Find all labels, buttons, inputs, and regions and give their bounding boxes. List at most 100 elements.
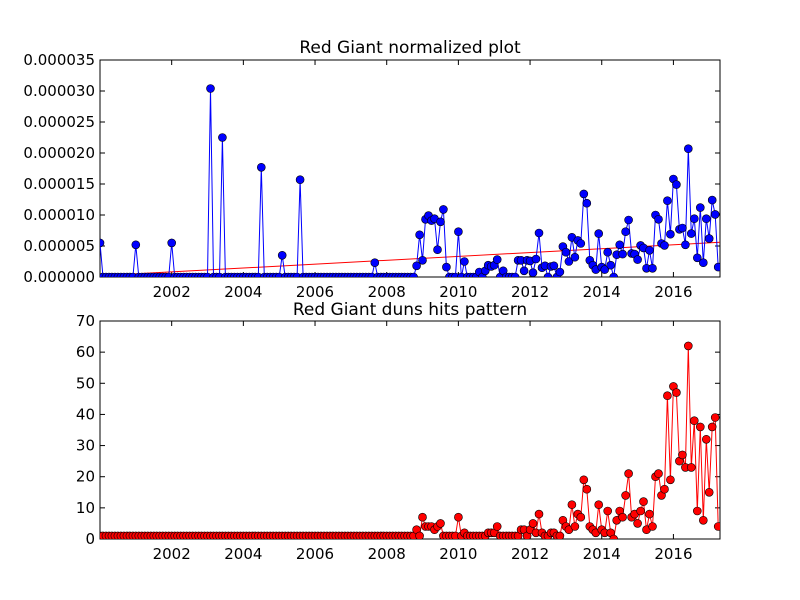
normalized-x-tick-label: 2002: [153, 283, 191, 301]
normalized-y-tick-label: 0.000015: [23, 175, 95, 193]
normalized-data-point: [666, 229, 675, 239]
normalized-data-point: [710, 210, 720, 219]
hits-data-point: [663, 391, 672, 401]
normalized-plot: Red Giant normalized plot 0.0000000.0000…: [23, 38, 721, 301]
normalized-data-point: [624, 215, 633, 225]
normalized-data-point: [218, 133, 227, 142]
hits-data-point: [570, 522, 580, 531]
normalized-data-point: [561, 247, 571, 257]
hits-data-point: [645, 509, 654, 519]
normalized-data-point: [663, 196, 672, 205]
hits-x-tick-label: 2008: [368, 545, 406, 563]
normalized-axes-frame: [99, 59, 721, 278]
normalized-data-point: [704, 234, 714, 243]
normalized-data-point: [492, 255, 502, 264]
hits-data-point: [654, 469, 663, 478]
normalized-data-point: [683, 144, 693, 153]
hits-data-point: [689, 416, 699, 426]
normalized-data-point: [510, 272, 520, 277]
hits-data-point: [528, 519, 538, 528]
hits-data-point: [695, 422, 705, 432]
hits-data-point: [418, 512, 427, 522]
normalized-data-point: [549, 261, 559, 271]
normalized-data-point: [606, 260, 616, 270]
normalized-data-point: [681, 240, 690, 250]
normalized-data-point: [555, 267, 565, 277]
normalized-data-point: [576, 239, 586, 248]
hits-series-line: [100, 345, 719, 539]
hits-data-point: [648, 522, 657, 531]
hits-pattern-plot-area: 0 10 20 30 40 50 60 70 2002 2004 2006 2008 2010 2012 2…: [76, 312, 721, 563]
normalized-data-point: [615, 240, 625, 250]
normalized-data-point: [689, 214, 699, 223]
normalized-data-point: [695, 203, 705, 212]
hits-y-tick-label: 10: [76, 499, 95, 517]
normalized-data-point: [409, 272, 418, 277]
normalized-x-tick-label: 2012: [511, 283, 549, 301]
hits-data-point: [683, 341, 693, 351]
hits-data-point: [678, 450, 687, 460]
normalized-data-point: [206, 84, 215, 93]
hits-x-tick-label: 2016: [654, 545, 692, 563]
hits-data-point: [636, 506, 645, 516]
normalized-data-point: [701, 214, 711, 223]
normalized-data-point: [609, 272, 618, 277]
normalized-data-point: [460, 257, 469, 266]
normalized-data-point: [442, 262, 451, 272]
normalized-data-point: [439, 205, 448, 214]
hits-data-point: [594, 500, 604, 510]
normalized-y-tick-label: 0.000010: [23, 206, 95, 224]
normalized-data-point: [415, 230, 424, 240]
normalized-data-point: [256, 163, 266, 172]
hits-data-point: [633, 519, 642, 528]
normalized-data-point: [433, 245, 442, 254]
hits-data-point: [582, 484, 592, 494]
hits-data-point: [567, 500, 577, 510]
hits-data-point: [686, 463, 696, 472]
normalized-data-point: [570, 252, 580, 262]
hits-data-point: [436, 519, 445, 528]
normalized-plot-area: 0.000000 0.000005 0.000010 0.000015 0.000020…: [23, 51, 721, 301]
hits-y-tick-label: 0: [85, 530, 95, 548]
hits-data-point: [666, 475, 675, 485]
normalized-data-point: [295, 175, 305, 184]
hits-data-point: [672, 388, 681, 397]
normalized-data-point: [645, 246, 654, 255]
normalized-x-tick-label: 2004: [224, 283, 262, 301]
hits-data-point: [704, 487, 714, 497]
hits-data-point: [415, 531, 424, 539]
hits-pattern-plot: Red Giant duns hits pattern 0 10 20 30 40 50 6…: [76, 300, 721, 563]
normalized-data-point: [707, 195, 717, 205]
hits-data-point: [692, 506, 702, 516]
normalized-data-point: [654, 215, 663, 224]
normalized-x-tick-label: 2014: [583, 283, 621, 301]
normalized-data-point: [100, 238, 105, 248]
normalized-data-point: [713, 262, 720, 272]
hits-y-tick-label: 60: [76, 343, 95, 361]
normalized-data-point: [582, 198, 592, 208]
normalized-data-point: [660, 241, 669, 250]
hits-pattern-plot-title: Red Giant duns hits pattern: [293, 300, 527, 320]
normalized-data-point: [412, 261, 421, 271]
hits-data-point: [701, 434, 711, 444]
hits-data-point: [579, 475, 589, 485]
normalized-y-tick-label: 0.000030: [23, 82, 95, 100]
hits-data-point: [713, 522, 720, 531]
hits-data-point: [660, 484, 669, 494]
normalized-data-point: [672, 180, 681, 189]
normalized-data-point: [686, 229, 696, 238]
normalized-data-point: [528, 268, 538, 277]
normalized-x-tick-label: 2010: [439, 283, 477, 301]
hits-data-point: [576, 512, 586, 522]
hits-axes-frame: [99, 320, 721, 540]
hits-data-point: [454, 512, 463, 522]
hits-data-point: [534, 509, 544, 519]
normalized-data-point: [277, 251, 287, 260]
normalized-y-tick-label: 0.000000: [23, 268, 95, 286]
normalized-data-point: [594, 229, 604, 238]
normalized-data-point: [621, 227, 630, 236]
normalized-data-point: [436, 217, 445, 227]
normalized-data-point: [564, 257, 574, 266]
hits-y-tick-label: 20: [76, 468, 95, 486]
